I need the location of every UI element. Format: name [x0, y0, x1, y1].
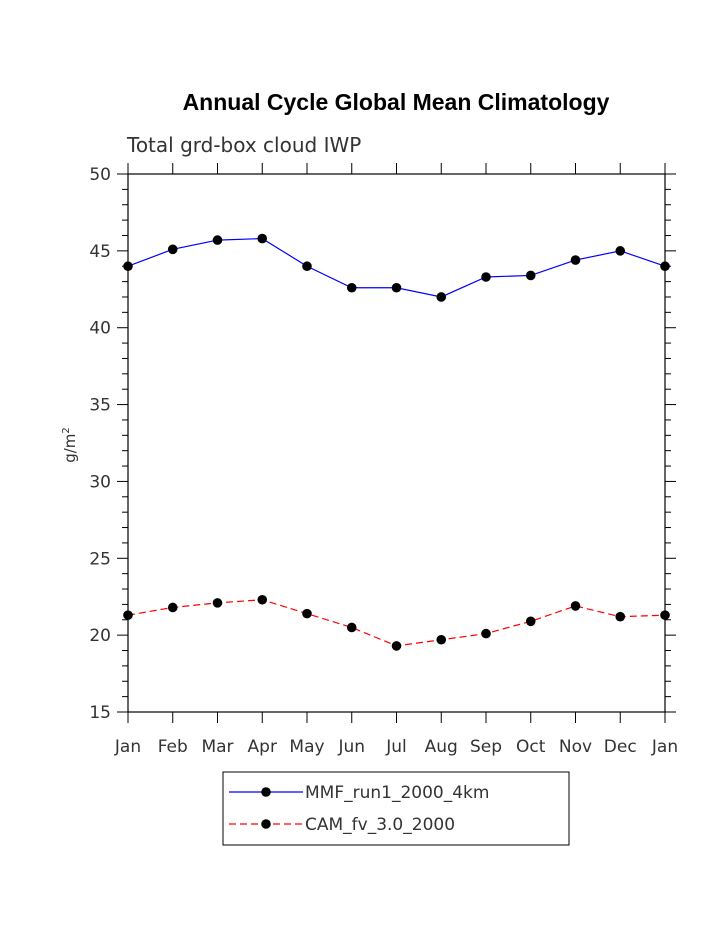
data-point-series-1: [167, 244, 178, 255]
y-tick-label: 25: [89, 549, 111, 569]
chart-title: Annual Cycle Global Mean Climatology: [183, 89, 610, 115]
plot-area: 15 20 25 30 35 40 45 50 Jan Feb Mar Apr May Jun Jul Aug…: [89, 163, 678, 757]
x-tick-label: Jul: [385, 737, 407, 757]
x-tick-label: Nov: [559, 737, 592, 757]
chart-subtitle: Total grd-box cloud IWP: [126, 133, 361, 157]
data-point-series-2: [257, 594, 268, 605]
data-point-series-2: [167, 602, 178, 613]
y-axis-label-superscript: 2: [61, 427, 72, 433]
x-tick-label: Dec: [604, 737, 637, 757]
data-point-series-1: [481, 272, 491, 282]
data-point-series-2: [481, 628, 491, 639]
data-point-series-1: [615, 246, 626, 256]
x-tick-label: Aug: [425, 737, 458, 757]
plot-frame: [127, 173, 666, 713]
data-point-series-1: [212, 235, 223, 245]
data-point-series-2: [212, 598, 223, 608]
data-point-series-2: [615, 611, 626, 622]
data-point-series-1: [302, 261, 312, 272]
y-tick-label: 50: [89, 165, 111, 185]
data-point-series-1: [391, 282, 402, 293]
x-tick-label: May: [289, 737, 324, 757]
y-tick-label: 30: [89, 472, 111, 492]
series-line-2: [127, 599, 666, 647]
data-point-series-2: [570, 601, 581, 611]
data-point-series-1: [525, 270, 536, 281]
x-tick-label: Jan: [114, 737, 141, 757]
data-point-series-1: [436, 292, 447, 302]
data-point-series-1: [346, 282, 357, 293]
data-point-series-2: [123, 610, 133, 620]
y-tick-label: 35: [89, 396, 111, 416]
x-tick-label: Sep: [470, 737, 502, 757]
data-point-series-2: [660, 610, 670, 620]
data-point-series-2: [302, 608, 312, 619]
y-tick-label: 40: [89, 319, 111, 339]
x-tick-label: Apr: [248, 737, 277, 757]
legend: MMF_run1_2000_4km CAM_fv_3.0_2000: [222, 771, 570, 846]
y-axis-label-text: g/m: [61, 434, 79, 463]
data-point-series-1: [660, 261, 670, 272]
data-point-series-1: [257, 233, 268, 244]
data-point-series-2: [525, 616, 536, 627]
data-point-series-2: [436, 634, 447, 645]
y-tick-label: 15: [89, 703, 111, 723]
legend-box: [222, 771, 570, 846]
data-point-series-2: [346, 622, 357, 633]
x-tick-label: Mar: [201, 737, 233, 757]
y-tick-label: 45: [89, 242, 111, 262]
y-axis-label: g/m2: [61, 427, 79, 463]
data-point-series-1: [123, 261, 133, 272]
data-point-series-1: [570, 255, 581, 265]
legend-label-2: CAM_fv_3.0_2000: [305, 815, 455, 835]
legend-marker-2: [261, 819, 271, 829]
legend-marker-1: [261, 787, 271, 797]
x-tick-label: Jan: [651, 737, 678, 757]
x-tick-label: Feb: [158, 737, 188, 757]
legend-label-1: MMF_run1_2000_4km: [305, 783, 489, 803]
y-tick-label: 20: [89, 626, 111, 646]
data-point-series-2: [391, 641, 402, 651]
x-tick-label: Jun: [337, 737, 365, 757]
x-tick-label: Oct: [516, 737, 546, 757]
